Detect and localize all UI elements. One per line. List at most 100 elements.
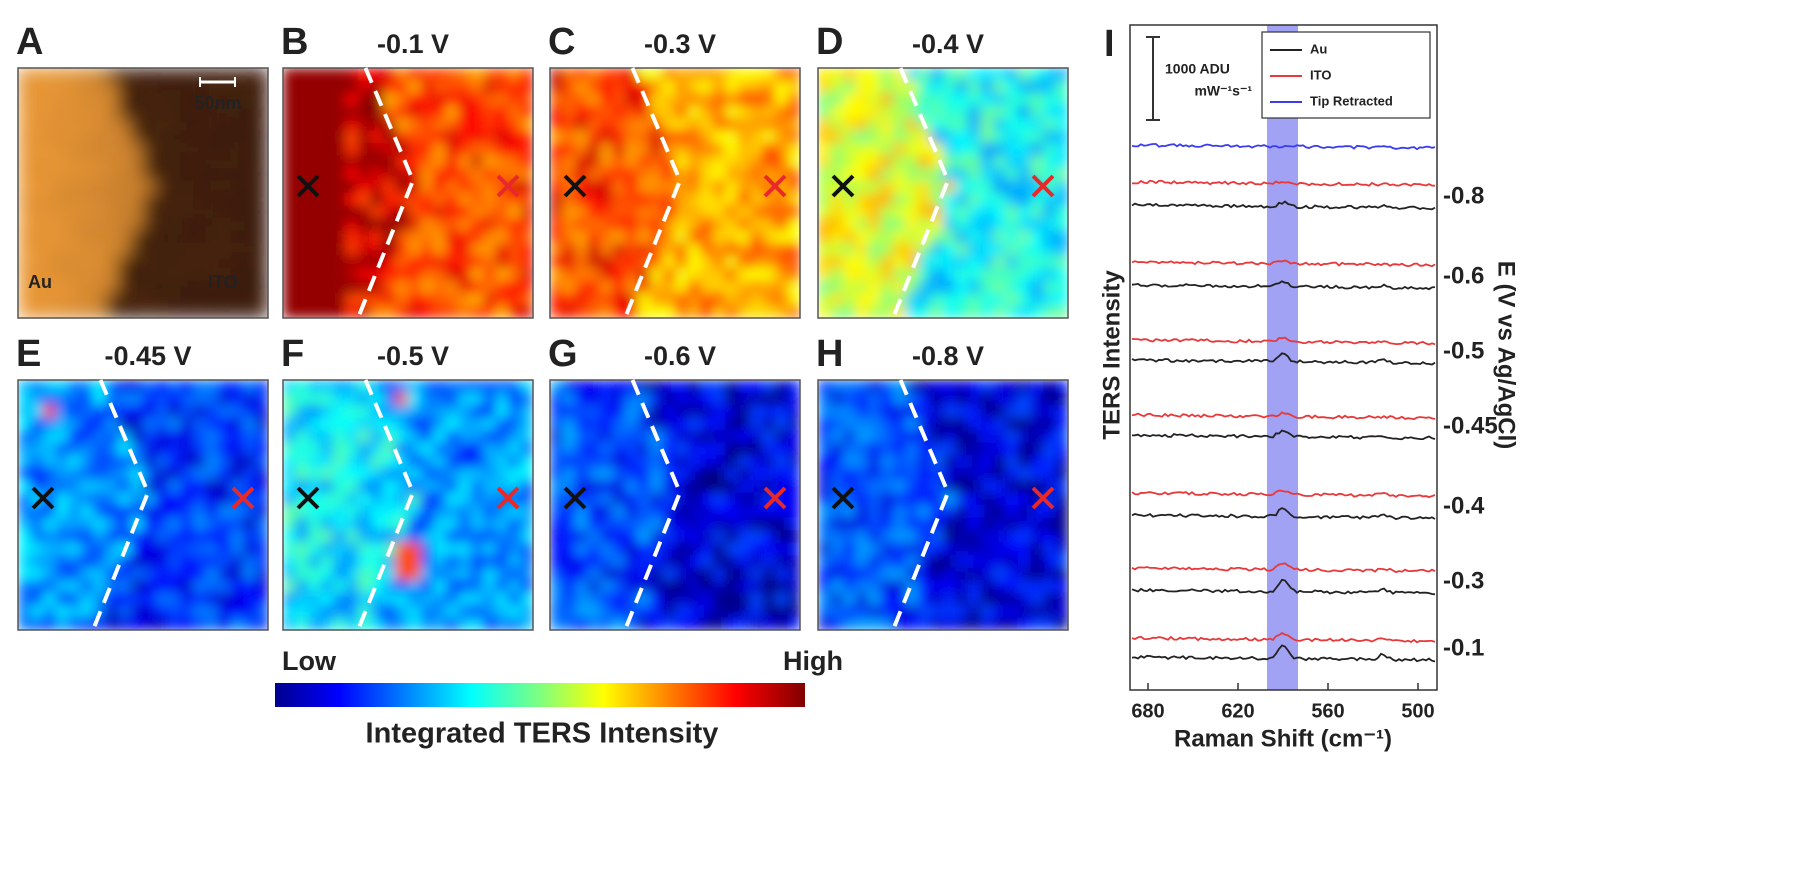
pixel xyxy=(700,293,713,306)
pixel xyxy=(688,118,701,131)
pixel xyxy=(613,605,626,618)
pixel xyxy=(856,181,869,194)
pixel xyxy=(575,405,588,418)
pixel xyxy=(81,168,94,181)
pixel xyxy=(483,93,496,106)
pixel xyxy=(446,543,459,556)
pixel xyxy=(168,418,181,431)
pixel xyxy=(713,218,726,231)
pixel xyxy=(600,468,613,481)
pixel xyxy=(588,605,601,618)
pixel xyxy=(956,493,969,506)
pixel xyxy=(471,468,484,481)
pixel xyxy=(750,106,763,119)
pixel xyxy=(193,243,206,256)
pixel xyxy=(688,106,701,119)
pixel xyxy=(156,505,169,518)
pixel xyxy=(993,468,1006,481)
pixel xyxy=(881,243,894,256)
pixel xyxy=(700,143,713,156)
pixel xyxy=(256,405,269,418)
pixel xyxy=(168,281,181,294)
pixel xyxy=(1018,543,1031,556)
pixel xyxy=(333,143,346,156)
pixel xyxy=(81,493,94,506)
pixel xyxy=(93,106,106,119)
panel-letter: B xyxy=(281,21,308,63)
potential-label: -0.8 xyxy=(1443,182,1484,209)
pixel xyxy=(550,430,563,443)
pixel xyxy=(943,443,956,456)
pixel xyxy=(206,568,219,581)
pixel xyxy=(981,393,994,406)
pixel xyxy=(56,393,69,406)
pixel xyxy=(458,568,471,581)
pixel xyxy=(993,306,1006,319)
pixel xyxy=(231,143,244,156)
pixel xyxy=(968,380,981,393)
pixel xyxy=(218,306,231,319)
pixel xyxy=(1056,580,1069,593)
pixel xyxy=(663,106,676,119)
pixel xyxy=(433,518,446,531)
pixel xyxy=(168,505,181,518)
pixel xyxy=(775,268,788,281)
pixel xyxy=(31,543,44,556)
pixel xyxy=(1031,231,1044,244)
pixel xyxy=(43,156,56,169)
pixel xyxy=(856,231,869,244)
potential-label: -0.3 xyxy=(1443,567,1484,594)
pixel xyxy=(993,181,1006,194)
pixel xyxy=(496,393,509,406)
pixel xyxy=(106,243,119,256)
pixel xyxy=(193,380,206,393)
pixel xyxy=(471,380,484,393)
pixel xyxy=(156,193,169,206)
pixel xyxy=(675,443,688,456)
pixel xyxy=(283,555,296,568)
pixel xyxy=(788,555,801,568)
pixel xyxy=(1056,68,1069,81)
pixel xyxy=(968,568,981,581)
pixel xyxy=(893,543,906,556)
pixel xyxy=(713,193,726,206)
pixel xyxy=(93,243,106,256)
pixel xyxy=(346,430,359,443)
pixel xyxy=(881,281,894,294)
pixel xyxy=(675,593,688,606)
pixel xyxy=(433,231,446,244)
pixel xyxy=(725,168,738,181)
pixel xyxy=(831,405,844,418)
pixel xyxy=(713,593,726,606)
pixel xyxy=(43,206,56,219)
pixel xyxy=(881,118,894,131)
pixel xyxy=(296,605,309,618)
pixel xyxy=(906,143,919,156)
pixel xyxy=(1043,455,1056,468)
pixel xyxy=(575,455,588,468)
pixel xyxy=(993,580,1006,593)
pixel xyxy=(446,580,459,593)
pixel xyxy=(43,231,56,244)
pixel xyxy=(396,231,409,244)
pixel xyxy=(788,543,801,556)
pixel xyxy=(856,293,869,306)
pixel xyxy=(408,93,421,106)
pixel xyxy=(358,518,371,531)
pixel xyxy=(218,293,231,306)
pixel xyxy=(346,480,359,493)
pixel xyxy=(831,81,844,94)
pixel xyxy=(943,393,956,406)
pixel xyxy=(218,68,231,81)
pixel xyxy=(931,555,944,568)
pixel xyxy=(156,543,169,556)
pixel xyxy=(750,168,763,181)
pixel xyxy=(738,206,751,219)
pixel xyxy=(346,530,359,543)
pixel xyxy=(18,405,31,418)
pixel xyxy=(43,393,56,406)
pixel xyxy=(1018,218,1031,231)
pixel xyxy=(775,468,788,481)
pixel xyxy=(433,68,446,81)
pixel xyxy=(625,393,638,406)
